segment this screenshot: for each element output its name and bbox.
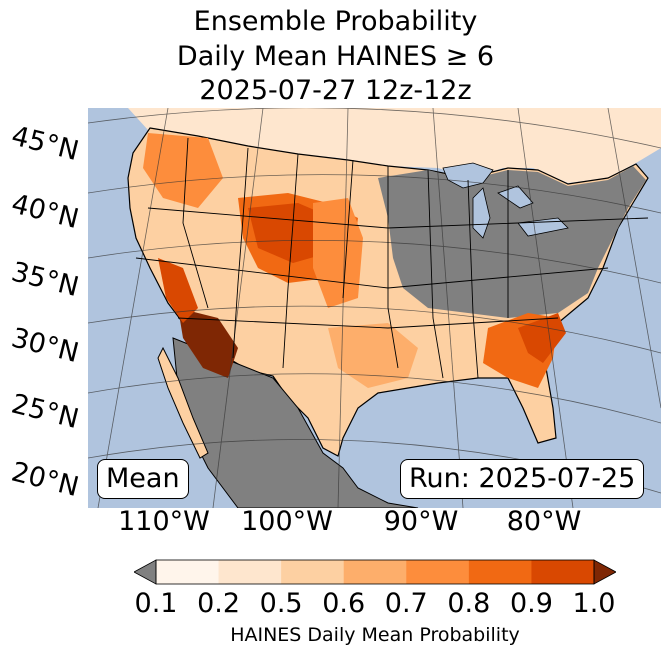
- state-borders: [135, 137, 649, 379]
- colorbar-tick-label: 0.2: [197, 588, 241, 619]
- lat-label-45: 45°N: [8, 120, 82, 168]
- prob-patch-arizona: [178, 308, 238, 378]
- title-line-2: Daily Mean HAINES ≥ 6: [176, 41, 495, 72]
- baja-peninsula: [157, 346, 209, 459]
- prob-patch-northwest: [143, 133, 223, 208]
- title-line-3: 2025-07-27 12z-12z: [199, 75, 472, 106]
- colorbar-label: HAINES Daily Mean Probability: [230, 624, 520, 646]
- colorbar-bin: [156, 560, 220, 584]
- colorbar-bin: [218, 560, 282, 584]
- lat-label-40: 40°N: [8, 188, 82, 236]
- colorbar-tick-label: 0.5: [259, 588, 303, 619]
- lon-label-100w: 100°W: [241, 506, 333, 537]
- colorbar-bin: [531, 560, 595, 584]
- run-date-badge: Run: 2025-07-25: [400, 459, 645, 499]
- canada-landmass: [128, 108, 661, 183]
- lat-label-25: 25°N: [8, 388, 82, 436]
- prob-patch-texas: [328, 323, 418, 388]
- colorbar-under-arrow: [134, 559, 157, 585]
- lat-label-35: 35°N: [8, 256, 82, 304]
- probability-map: [88, 108, 661, 508]
- colorbar-over-arrow: [593, 559, 616, 585]
- graticule: [88, 108, 661, 508]
- lon-label-90w: 90°W: [383, 506, 459, 537]
- colorbar-tick-label: 0.6: [322, 588, 366, 619]
- colorbar-tick-label: 0.9: [509, 588, 553, 619]
- lat-label-20: 20°N: [8, 456, 82, 504]
- lon-label-110w: 110°W: [118, 506, 210, 537]
- mean-badge: Mean: [97, 459, 189, 499]
- colorbar-bins: [156, 560, 595, 584]
- colorbar-tick-label: 0.8: [447, 588, 491, 619]
- colorbar-tick-label: 0.7: [384, 588, 428, 619]
- colorbar-bin: [281, 560, 345, 584]
- colorbar-tick-label: 0.1: [134, 588, 178, 619]
- colorbar-bin: [468, 560, 532, 584]
- colorbar: [134, 559, 616, 585]
- prob-patch-carolinas: [518, 313, 566, 363]
- colorbar-frame: [155, 559, 595, 585]
- colorbar-tick-label: 1.0: [572, 588, 616, 619]
- colorbar-bin: [343, 560, 407, 584]
- map-panel: [88, 108, 661, 508]
- eastern-gray-region: [378, 166, 646, 318]
- title-line-1: Ensemble Probability: [193, 6, 478, 37]
- lat-label-30: 30°N: [8, 322, 82, 370]
- colorbar-bin: [406, 560, 470, 584]
- lon-label-80w: 80°W: [506, 506, 582, 537]
- prob-patch-nevada: [158, 258, 198, 323]
